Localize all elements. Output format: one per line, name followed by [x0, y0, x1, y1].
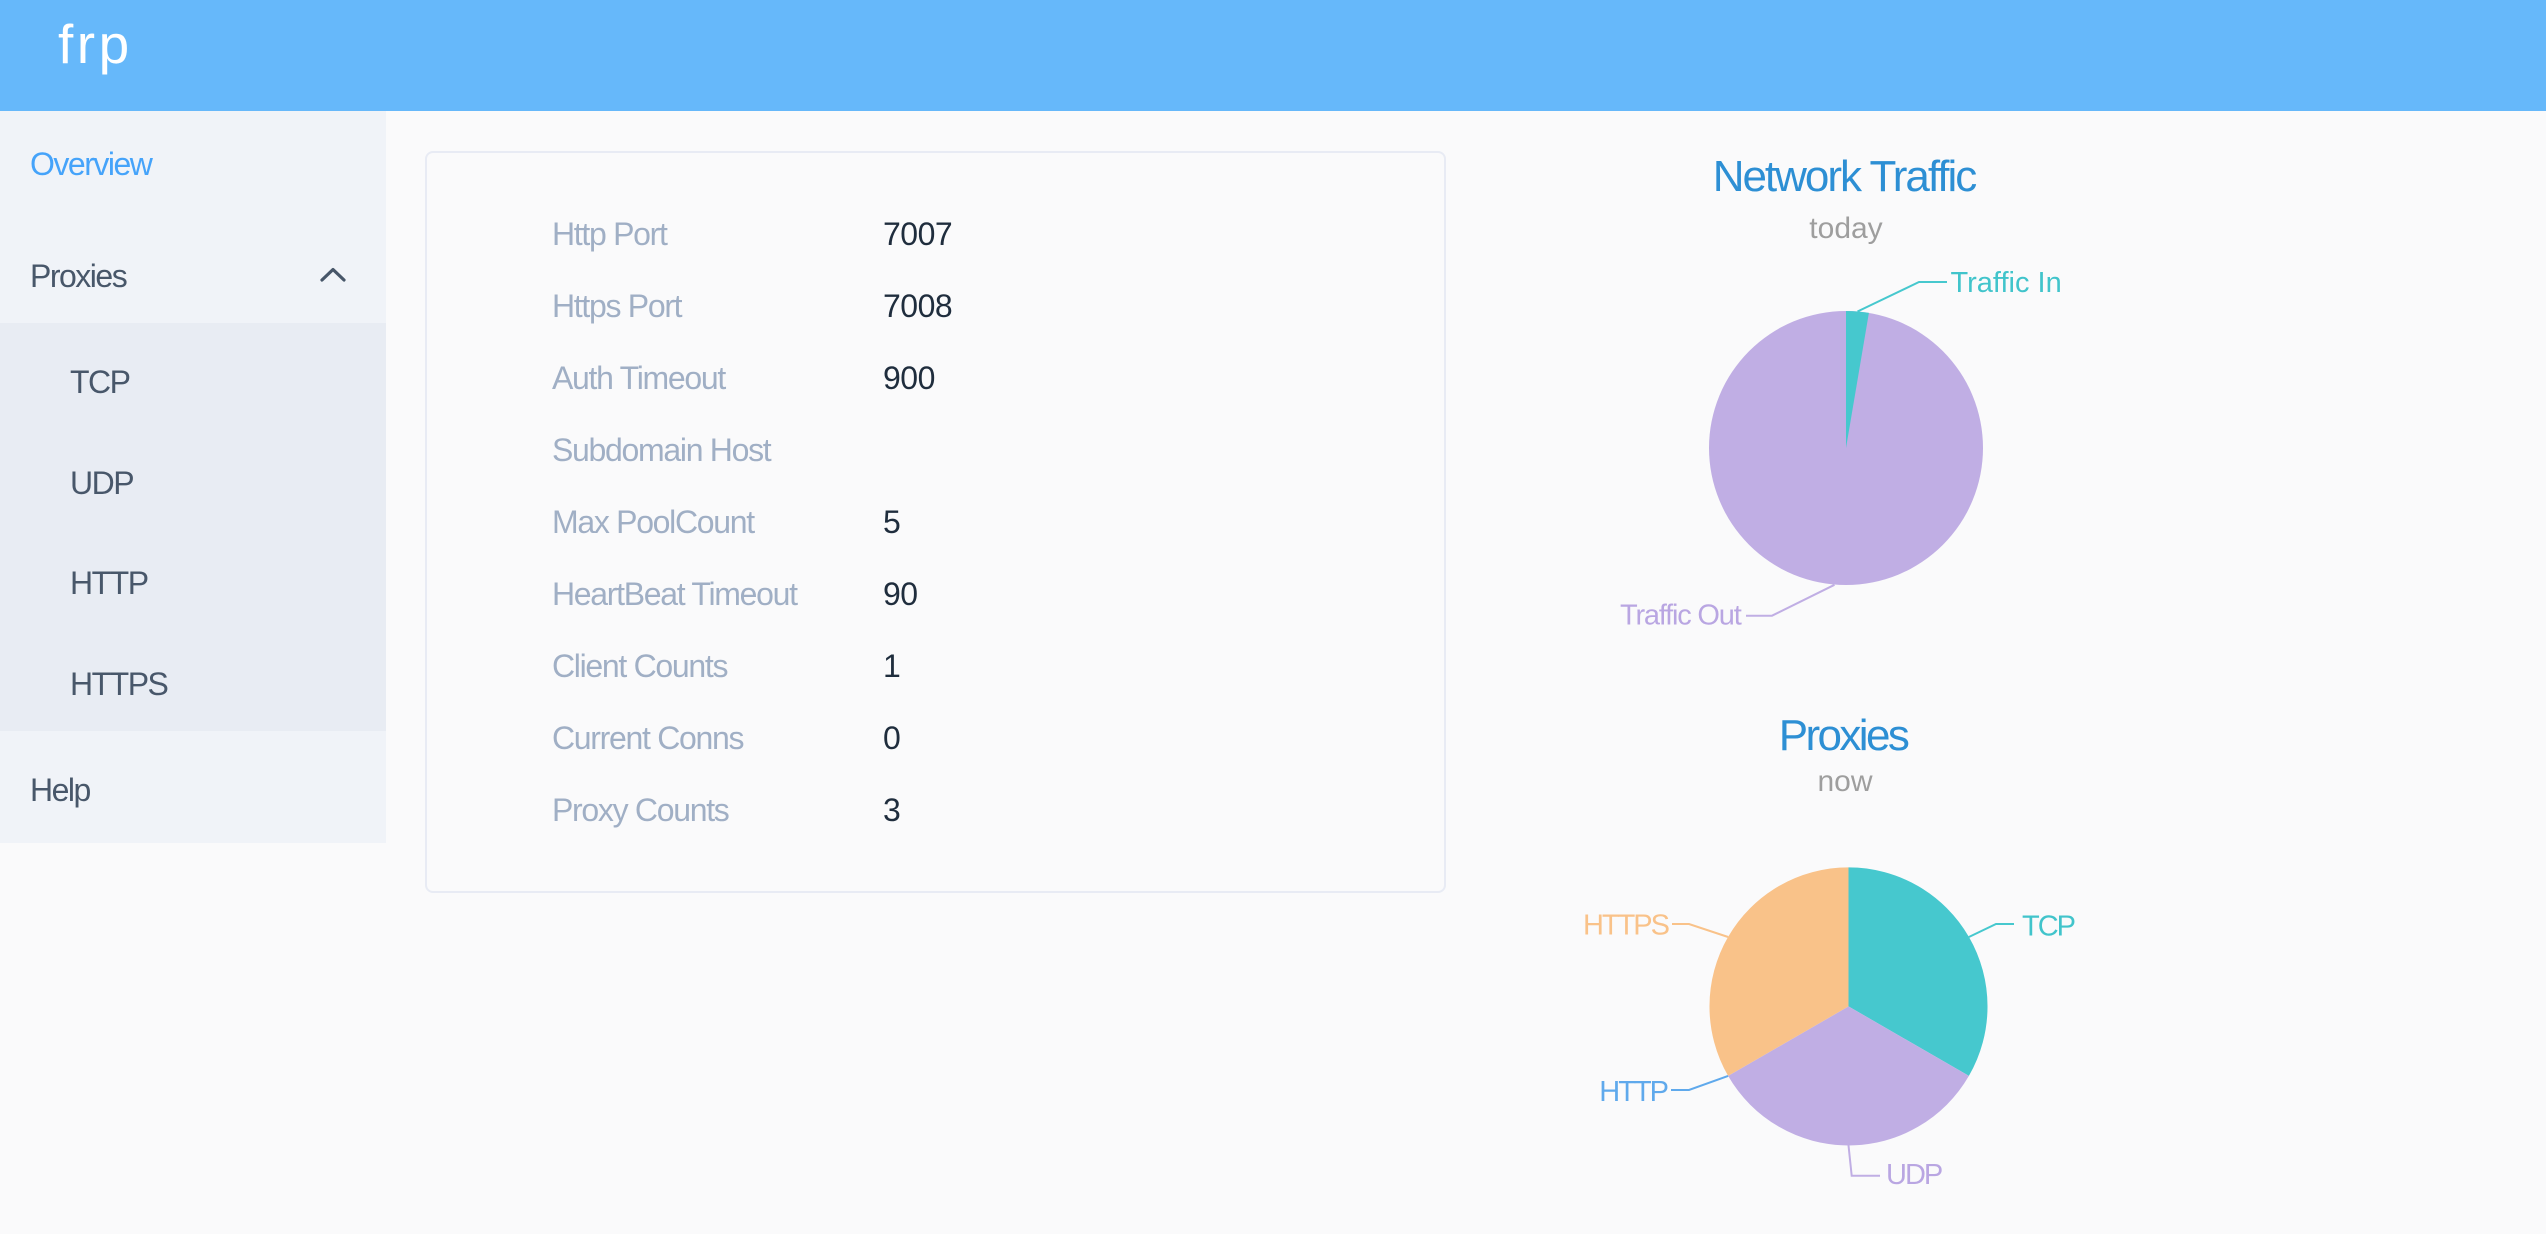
svg-text:UDP: UDP: [1886, 1159, 1942, 1191]
svg-text:now: now: [1817, 765, 1872, 798]
svg-text:TCP: TCP: [2022, 911, 2075, 943]
svg-text:HTTPS: HTTPS: [1583, 910, 1670, 942]
svg-text:Traffic Out: Traffic Out: [1620, 600, 1742, 632]
svg-text:Network Traffic: Network Traffic: [1713, 152, 1977, 201]
svg-text:HTTP: HTTP: [1599, 1076, 1667, 1108]
svg-text:today: today: [1809, 212, 1882, 245]
svg-text:Traffic In: Traffic In: [1951, 267, 2062, 299]
svg-text:Proxies: Proxies: [1779, 711, 1909, 760]
